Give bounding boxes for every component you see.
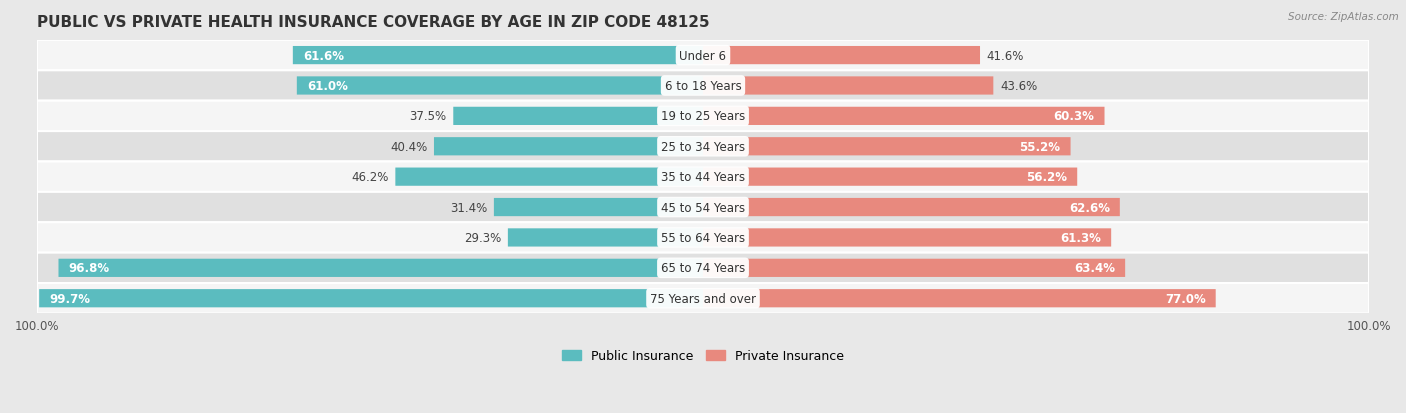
Text: 37.5%: 37.5% [409,110,447,123]
Text: Under 6: Under 6 [679,50,727,62]
Text: 77.0%: 77.0% [1166,292,1205,305]
Text: Source: ZipAtlas.com: Source: ZipAtlas.com [1288,12,1399,22]
Text: 96.8%: 96.8% [69,262,110,275]
FancyBboxPatch shape [37,192,1369,223]
Text: 19 to 25 Years: 19 to 25 Years [661,110,745,123]
FancyBboxPatch shape [59,259,703,277]
FancyBboxPatch shape [37,41,1369,71]
FancyBboxPatch shape [395,168,703,186]
FancyBboxPatch shape [703,77,993,95]
FancyBboxPatch shape [39,290,703,308]
FancyBboxPatch shape [703,290,1216,308]
Text: 55.2%: 55.2% [1019,140,1060,153]
Text: 56.2%: 56.2% [1026,171,1067,184]
FancyBboxPatch shape [703,168,1077,186]
FancyBboxPatch shape [703,138,1070,156]
Text: 75 Years and over: 75 Years and over [650,292,756,305]
Legend: Public Insurance, Private Insurance: Public Insurance, Private Insurance [557,344,849,368]
Text: 65 to 74 Years: 65 to 74 Years [661,262,745,275]
Text: 55 to 64 Years: 55 to 64 Years [661,231,745,244]
FancyBboxPatch shape [297,77,703,95]
FancyBboxPatch shape [434,138,703,156]
Text: 45 to 54 Years: 45 to 54 Years [661,201,745,214]
FancyBboxPatch shape [703,199,1119,217]
Text: 46.2%: 46.2% [352,171,389,184]
Text: 40.4%: 40.4% [389,140,427,153]
Text: 6 to 18 Years: 6 to 18 Years [665,80,741,93]
Text: 62.6%: 62.6% [1069,201,1109,214]
FancyBboxPatch shape [453,107,703,126]
Text: 41.6%: 41.6% [987,50,1024,62]
FancyBboxPatch shape [703,47,980,65]
FancyBboxPatch shape [703,229,1111,247]
FancyBboxPatch shape [508,229,703,247]
Text: 61.6%: 61.6% [302,50,344,62]
FancyBboxPatch shape [37,102,1369,132]
FancyBboxPatch shape [37,132,1369,162]
FancyBboxPatch shape [37,71,1369,102]
Text: 43.6%: 43.6% [1000,80,1038,93]
FancyBboxPatch shape [37,253,1369,283]
Text: 31.4%: 31.4% [450,201,488,214]
FancyBboxPatch shape [494,199,703,217]
FancyBboxPatch shape [703,107,1105,126]
FancyBboxPatch shape [37,162,1369,192]
FancyBboxPatch shape [37,223,1369,253]
Text: 61.3%: 61.3% [1060,231,1101,244]
Text: 25 to 34 Years: 25 to 34 Years [661,140,745,153]
Text: 29.3%: 29.3% [464,231,502,244]
Text: 35 to 44 Years: 35 to 44 Years [661,171,745,184]
Text: 60.3%: 60.3% [1053,110,1094,123]
Text: 99.7%: 99.7% [49,292,90,305]
Text: 63.4%: 63.4% [1074,262,1115,275]
FancyBboxPatch shape [37,283,1369,313]
Text: 61.0%: 61.0% [307,80,347,93]
Text: PUBLIC VS PRIVATE HEALTH INSURANCE COVERAGE BY AGE IN ZIP CODE 48125: PUBLIC VS PRIVATE HEALTH INSURANCE COVER… [37,15,710,30]
FancyBboxPatch shape [703,259,1125,277]
FancyBboxPatch shape [292,47,703,65]
